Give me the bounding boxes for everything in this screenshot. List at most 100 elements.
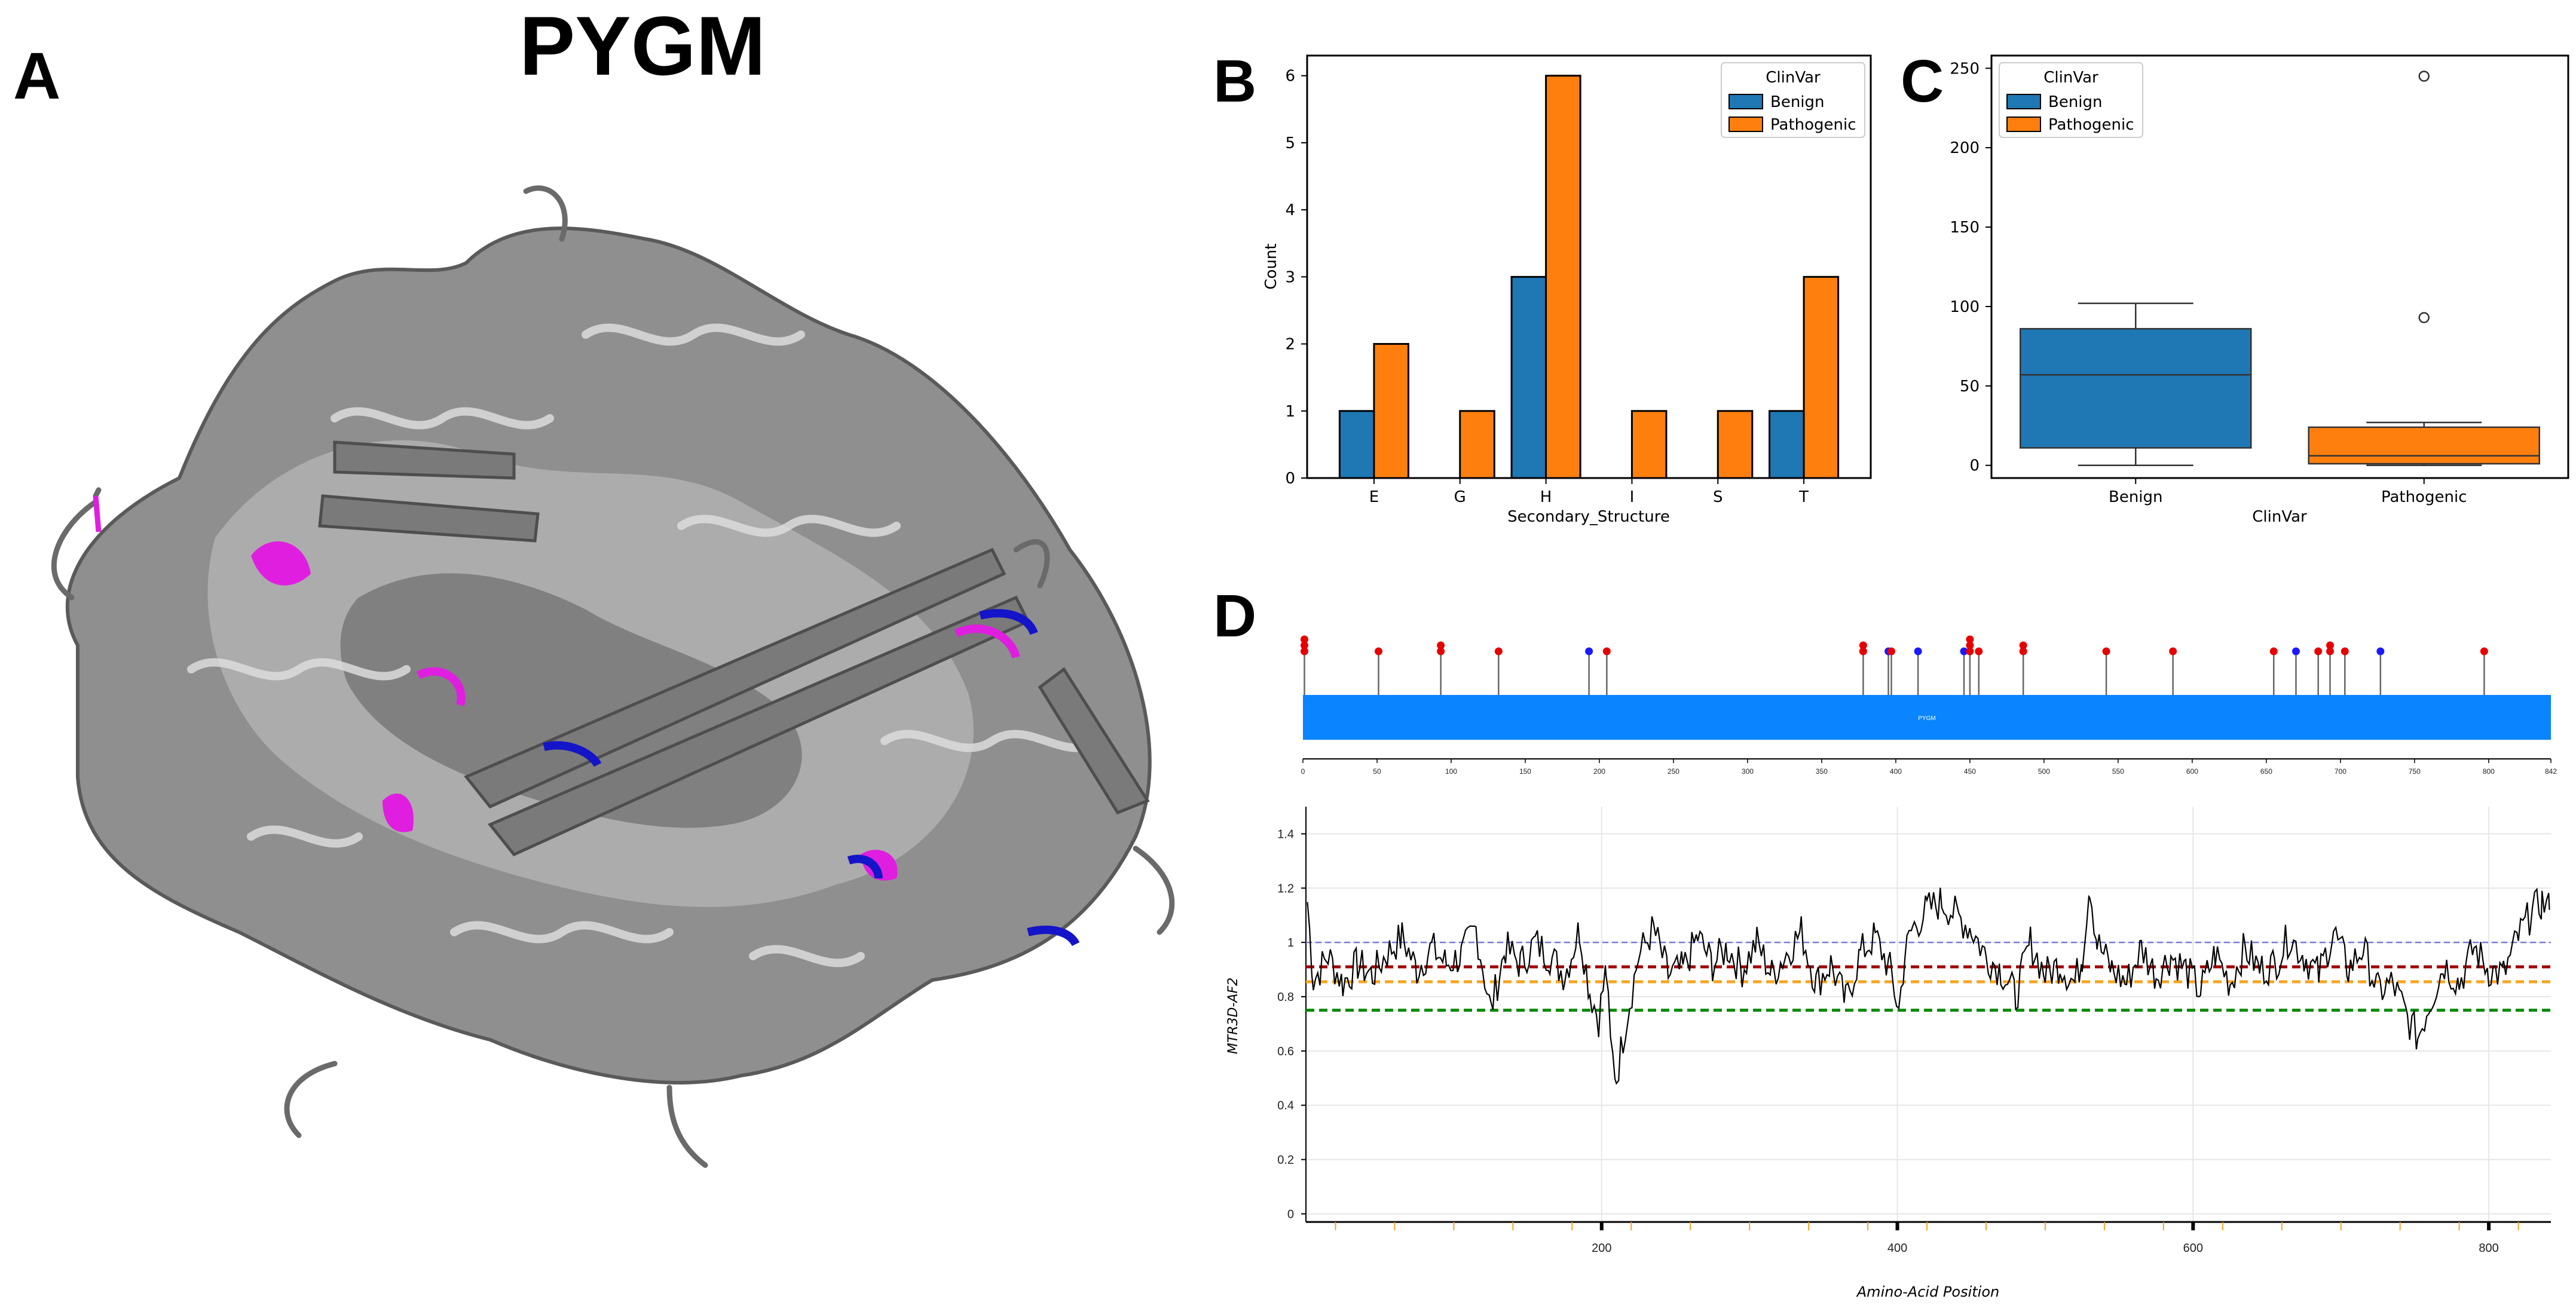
lollipop-tick-label: 650 [2260, 767, 2272, 776]
x-axis-title-b: Secondary_Structure [1507, 508, 1670, 526]
lollipop-head-pathogenic [2480, 647, 2488, 656]
box-pathogenic [2308, 426, 2540, 465]
legend-label-pathogenic-c: Pathogenic [2048, 116, 2134, 134]
protein-domain-bar [1303, 695, 2551, 740]
outlier-point-pathogenic [2418, 71, 2430, 82]
bar-pathogenic-S [1717, 410, 1754, 479]
lollipop-tick-label: 0 [1301, 767, 1305, 776]
lollipop-head-pathogenic [2341, 647, 2349, 656]
bar-benign-H [1510, 275, 1547, 479]
mtr3d-series-line [1307, 887, 2550, 1085]
x-tick-label-d: 600 [2183, 1242, 2203, 1255]
legend-swatch-benign-c [2006, 94, 2041, 109]
legend-title-c: ClinVar [2043, 69, 2098, 87]
legend-label-pathogenic-b: Pathogenic [1770, 116, 1856, 134]
y-tick-label-b: 4 [1285, 201, 1295, 219]
lollipop-tick-label: 750 [2409, 767, 2421, 776]
lollipop-tick-label: 700 [2335, 767, 2346, 776]
lollipop-tick-label: 350 [1816, 767, 1828, 776]
y-axis-ticks-b: 0 1 2 3 4 5 6 [1285, 68, 1307, 488]
lollipop-head-pathogenic [1437, 647, 1445, 656]
x-tick-label-c: Benign [2109, 488, 2163, 506]
y-tick-label-d: 0 [1287, 1208, 1294, 1221]
y-tick-label-b: 2 [1285, 336, 1295, 354]
lollipop-head-pathogenic [1494, 647, 1503, 656]
lollipop-tick-label: 600 [2186, 767, 2198, 776]
x-tick-label-d: 800 [2479, 1242, 2498, 1255]
lollipop-head-pathogenic [1887, 647, 1895, 656]
bars-b [1338, 75, 1840, 479]
lollipop-head-pathogenic [1374, 647, 1382, 656]
y-axis-ticks-d: 0 0.2 0.4 0.6 0.8 1 1.2 1.4 [1277, 828, 1306, 1221]
y-tick-label-c: 100 [1950, 298, 1980, 316]
domain-label: PYGM [1918, 715, 1935, 722]
legend-swatch-pathogenic-c [2006, 117, 2041, 132]
panel-label-d: D [1213, 583, 1256, 650]
panel-c-box-plot: C 0 50 100 150 200 250 Benign Pathogenic ClinV… [1901, 48, 2569, 526]
structure-loops [51, 185, 1175, 1168]
lollipop-axis-ticks: 0 50 100 150 200 250 300 350 400 450 500 550 600 650 7… [1301, 759, 2557, 776]
legend-label-benign-b: Benign [1770, 93, 1825, 111]
y-axis-title-b: Count [1262, 243, 1280, 289]
y-tick-label-b: 6 [1285, 68, 1295, 85]
x-tick-label-b: E [1369, 488, 1379, 506]
highlight-blue [1027, 926, 1080, 947]
mtr3d-line-plot: 0 0.2 0.4 0.6 0.8 1 1.2 1.4 200 400 600 800 MTR3D-… [1226, 807, 2551, 1300]
y-tick-label-d: 0.6 [1277, 1045, 1294, 1058]
lollipop-head-pathogenic [1602, 647, 1611, 656]
y-tick-label-d: 0.4 [1277, 1099, 1294, 1113]
lollipop-head-pathogenic [2019, 641, 2027, 650]
legend-c: ClinVar Benign Pathogenic [1999, 62, 2143, 138]
lollipop-head-pathogenic [2169, 647, 2177, 656]
legend-b: ClinVar Benign Pathogenic [1721, 62, 1865, 138]
panel-d: D PYGM 0 50 100 150 200 250 300 350 400 450 500 550… [1213, 583, 2557, 1300]
lollipop-stems [1300, 635, 2488, 695]
structure-highlights [93, 495, 1080, 947]
bar-pathogenic-H [1545, 75, 1581, 479]
highlight-magenta [416, 667, 466, 706]
panel-b-bar-chart: B 0 1 2 3 4 5 6 E G H I S T Secondary_Structure Cou… [1213, 48, 1872, 526]
x-tick-label-d: 400 [1887, 1242, 1907, 1255]
panel-label-a: A [13, 39, 60, 113]
box-benign [2020, 327, 2252, 449]
boxes-c [2020, 71, 2540, 466]
lollipop-tick-label: 842 [2545, 767, 2557, 776]
y-tick-label-c: 150 [1950, 219, 1980, 237]
highlight-magenta [383, 794, 414, 832]
lollipop-head-pathogenic [1300, 647, 1308, 656]
structure-sheets [318, 440, 1150, 857]
highlight-magenta [954, 624, 1020, 659]
bar-pathogenic-G [1459, 410, 1495, 479]
lollipop-head-pathogenic [2326, 641, 2335, 650]
lollipop-tick-label: 800 [2483, 767, 2495, 776]
panel-label-b: B [1213, 48, 1256, 115]
lollipop-head-pathogenic [1966, 635, 1974, 644]
lollipop-tick-label: 150 [1519, 767, 1531, 776]
highlight-blue [979, 609, 1038, 635]
structure-ribbons [187, 323, 1104, 967]
y-tick-label-d: 1 [1287, 936, 1294, 949]
legend-label-benign-c: Benign [2048, 93, 2103, 111]
lollipop-head-pathogenic [1300, 641, 1308, 650]
highlight-magenta [251, 541, 311, 586]
outlier-point-pathogenic [2418, 312, 2430, 323]
highlight-blue [847, 854, 883, 879]
bar-benign-E [1338, 410, 1375, 479]
x-tick-label-b: H [1540, 488, 1552, 506]
x-axis-ticks-d: 200 400 600 800 [1335, 1222, 2519, 1255]
bar-benign-T [1769, 410, 1805, 479]
lollipop-tick-label: 450 [1964, 767, 1976, 776]
x-axis-ticks-c: Benign Pathogenic [2109, 478, 2467, 506]
lollipop-head-pathogenic [2102, 647, 2110, 656]
x-tick-label-c: Pathogenic [2381, 488, 2467, 506]
lollipop-plot: PYGM 0 50 100 150 200 250 300 350 400 450 500 550 60… [1300, 635, 2557, 776]
y-axis-title-d: MTR3D-AF2 [1226, 978, 1241, 1054]
x-axis-title-d: Amino-Acid Position [1856, 1284, 1999, 1300]
lollipop-head-benign [1960, 647, 1968, 656]
bar-pathogenic-E [1373, 343, 1409, 479]
lollipop-head-pathogenic [1966, 641, 1974, 650]
lollipop-tick-label: 50 [1373, 767, 1381, 776]
x-tick-label-d: 200 [1592, 1242, 1611, 1255]
